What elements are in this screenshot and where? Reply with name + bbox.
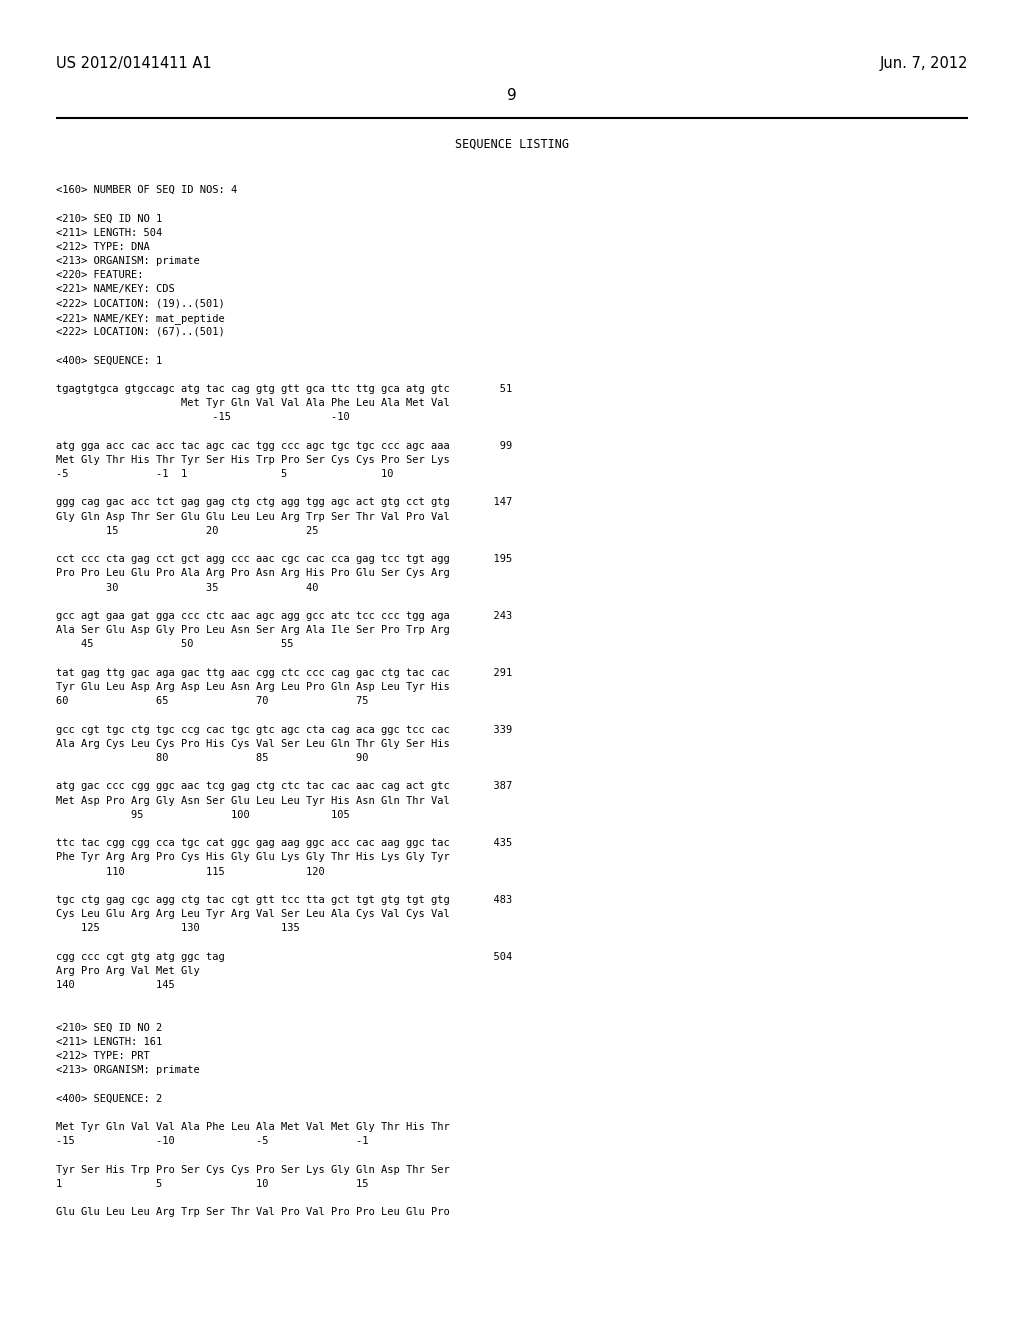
Text: US 2012/0141411 A1: US 2012/0141411 A1: [56, 55, 212, 71]
Text: <210> SEQ ID NO 1: <210> SEQ ID NO 1: [56, 214, 162, 223]
Text: 80              85              90: 80 85 90: [56, 752, 369, 763]
Text: Ala Arg Cys Leu Cys Pro His Cys Val Ser Leu Gln Thr Gly Ser His: Ala Arg Cys Leu Cys Pro His Cys Val Ser …: [56, 739, 450, 748]
Text: tgc ctg gag cgc agg ctg tac cgt gtt tcc tta gct tgt gtg tgt gtg       483: tgc ctg gag cgc agg ctg tac cgt gtt tcc …: [56, 895, 512, 906]
Text: <211> LENGTH: 504: <211> LENGTH: 504: [56, 227, 162, 238]
Text: SEQUENCE LISTING: SEQUENCE LISTING: [455, 139, 569, 150]
Text: tgagtgtgca gtgccagc atg tac cag gtg gtt gca ttc ttg gca atg gtc        51: tgagtgtgca gtgccagc atg tac cag gtg gtt …: [56, 384, 512, 393]
Text: Tyr Glu Leu Asp Arg Asp Leu Asn Arg Leu Pro Gln Asp Leu Tyr His: Tyr Glu Leu Asp Arg Asp Leu Asn Arg Leu …: [56, 682, 450, 692]
Text: 110             115             120: 110 115 120: [56, 867, 325, 876]
Text: <211> LENGTH: 161: <211> LENGTH: 161: [56, 1038, 162, 1047]
Text: ttc tac cgg cgg cca tgc cat ggc gag aag ggc acc cac aag ggc tac       435: ttc tac cgg cgg cca tgc cat ggc gag aag …: [56, 838, 512, 849]
Text: <212> TYPE: DNA: <212> TYPE: DNA: [56, 242, 150, 252]
Text: <213> ORGANISM: primate: <213> ORGANISM: primate: [56, 1065, 200, 1076]
Text: cct ccc cta gag cct gct agg ccc aac cgc cac cca gag tcc tgt agg       195: cct ccc cta gag cct gct agg ccc aac cgc …: [56, 554, 512, 564]
Text: cgg ccc cgt gtg atg ggc tag                                           504: cgg ccc cgt gtg atg ggc tag 504: [56, 952, 512, 962]
Text: gcc cgt tgc ctg tgc ccg cac tgc gtc agc cta cag aca ggc tcc cac       339: gcc cgt tgc ctg tgc ccg cac tgc gtc agc …: [56, 725, 512, 735]
Text: -15             -10             -5              -1: -15 -10 -5 -1: [56, 1137, 369, 1146]
Text: Met Tyr Gln Val Val Ala Phe Leu Ala Met Val: Met Tyr Gln Val Val Ala Phe Leu Ala Met …: [56, 399, 450, 408]
Text: Jun. 7, 2012: Jun. 7, 2012: [880, 55, 968, 71]
Text: <400> SEQUENCE: 2: <400> SEQUENCE: 2: [56, 1094, 162, 1104]
Text: atg gac ccc cgg ggc aac tcg gag ctg ctc tac cac aac cag act gtc       387: atg gac ccc cgg ggc aac tcg gag ctg ctc …: [56, 781, 512, 792]
Text: 60              65              70              75: 60 65 70 75: [56, 696, 369, 706]
Text: <222> LOCATION: (19)..(501): <222> LOCATION: (19)..(501): [56, 298, 224, 309]
Text: <213> ORGANISM: primate: <213> ORGANISM: primate: [56, 256, 200, 267]
Text: <210> SEQ ID NO 2: <210> SEQ ID NO 2: [56, 1023, 162, 1032]
Text: 15              20              25: 15 20 25: [56, 525, 318, 536]
Text: 1               5               10              15: 1 5 10 15: [56, 1179, 369, 1189]
Text: -5              -1  1               5               10: -5 -1 1 5 10: [56, 469, 393, 479]
Text: Cys Leu Glu Arg Arg Leu Tyr Arg Val Ser Leu Ala Cys Val Cys Val: Cys Leu Glu Arg Arg Leu Tyr Arg Val Ser …: [56, 909, 450, 919]
Text: <160> NUMBER OF SEQ ID NOS: 4: <160> NUMBER OF SEQ ID NOS: 4: [56, 185, 238, 195]
Text: <212> TYPE: PRT: <212> TYPE: PRT: [56, 1051, 150, 1061]
Text: Met Asp Pro Arg Gly Asn Ser Glu Leu Leu Tyr His Asn Gln Thr Val: Met Asp Pro Arg Gly Asn Ser Glu Leu Leu …: [56, 796, 450, 805]
Text: Ala Ser Glu Asp Gly Pro Leu Asn Ser Arg Ala Ile Ser Pro Trp Arg: Ala Ser Glu Asp Gly Pro Leu Asn Ser Arg …: [56, 626, 450, 635]
Text: 125             130             135: 125 130 135: [56, 924, 300, 933]
Text: Tyr Ser His Trp Pro Ser Cys Cys Pro Ser Lys Gly Gln Asp Thr Ser: Tyr Ser His Trp Pro Ser Cys Cys Pro Ser …: [56, 1164, 450, 1175]
Text: 30              35              40: 30 35 40: [56, 582, 318, 593]
Text: gcc agt gaa gat gga ccc ctc aac agc agg gcc atc tcc ccc tgg aga       243: gcc agt gaa gat gga ccc ctc aac agc agg …: [56, 611, 512, 620]
Text: Pro Pro Leu Glu Pro Ala Arg Pro Asn Arg His Pro Glu Ser Cys Arg: Pro Pro Leu Glu Pro Ala Arg Pro Asn Arg …: [56, 569, 450, 578]
Text: Met Tyr Gln Val Val Ala Phe Leu Ala Met Val Met Gly Thr His Thr: Met Tyr Gln Val Val Ala Phe Leu Ala Met …: [56, 1122, 450, 1133]
Text: <400> SEQUENCE: 1: <400> SEQUENCE: 1: [56, 355, 162, 366]
Text: Arg Pro Arg Val Met Gly: Arg Pro Arg Val Met Gly: [56, 966, 200, 975]
Text: <220> FEATURE:: <220> FEATURE:: [56, 271, 143, 280]
Text: Met Gly Thr His Thr Tyr Ser His Trp Pro Ser Cys Cys Pro Ser Lys: Met Gly Thr His Thr Tyr Ser His Trp Pro …: [56, 455, 450, 465]
Text: Glu Glu Leu Leu Arg Trp Ser Thr Val Pro Val Pro Pro Leu Glu Pro: Glu Glu Leu Leu Arg Trp Ser Thr Val Pro …: [56, 1208, 450, 1217]
Text: 140             145: 140 145: [56, 981, 175, 990]
Text: 9: 9: [507, 88, 517, 103]
Text: 45              50              55: 45 50 55: [56, 639, 294, 649]
Text: tat gag ttg gac aga gac ttg aac cgg ctc ccc cag gac ctg tac cac       291: tat gag ttg gac aga gac ttg aac cgg ctc …: [56, 668, 512, 677]
Text: 95              100             105: 95 100 105: [56, 809, 350, 820]
Text: Gly Gln Asp Thr Ser Glu Glu Leu Leu Arg Trp Ser Thr Val Pro Val: Gly Gln Asp Thr Ser Glu Glu Leu Leu Arg …: [56, 512, 450, 521]
Text: -15                -10: -15 -10: [56, 412, 350, 422]
Text: atg gga acc cac acc tac agc cac tgg ccc agc tgc tgc ccc agc aaa        99: atg gga acc cac acc tac agc cac tgg ccc …: [56, 441, 512, 450]
Text: ggg cag gac acc tct gag gag ctg ctg agg tgg agc act gtg cct gtg       147: ggg cag gac acc tct gag gag ctg ctg agg …: [56, 498, 512, 507]
Text: <222> LOCATION: (67)..(501): <222> LOCATION: (67)..(501): [56, 327, 224, 337]
Text: <221> NAME/KEY: CDS: <221> NAME/KEY: CDS: [56, 284, 175, 294]
Text: Phe Tyr Arg Arg Pro Cys His Gly Glu Lys Gly Thr His Lys Gly Tyr: Phe Tyr Arg Arg Pro Cys His Gly Glu Lys …: [56, 853, 450, 862]
Text: <221> NAME/KEY: mat_peptide: <221> NAME/KEY: mat_peptide: [56, 313, 224, 323]
